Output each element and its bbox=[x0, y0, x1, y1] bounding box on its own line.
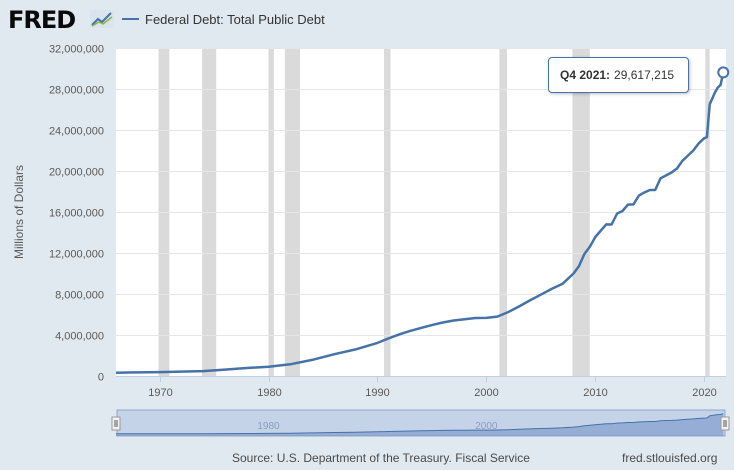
chart-tooltip: Q4 2021: 29,617,215 bbox=[548, 57, 689, 93]
navigator-right-handle[interactable] bbox=[720, 416, 730, 431]
x-tick-label: 1980 bbox=[257, 387, 281, 399]
series-line[interactable] bbox=[115, 72, 725, 374]
y-tick-label: 4,000,000 bbox=[55, 331, 104, 343]
tooltip-date: Q4 2021: bbox=[560, 68, 611, 82]
y-tick-label: 12,000,000 bbox=[49, 249, 104, 261]
x-tick-label: 2000 bbox=[474, 387, 498, 399]
navigator-label: 1980 bbox=[257, 421, 280, 432]
navigator-labels: 1980 2000 bbox=[257, 421, 498, 432]
x-tick-label: 2010 bbox=[583, 387, 607, 399]
y-tick-label: 20,000,000 bbox=[49, 167, 104, 179]
y-tick-label: 24,000,000 bbox=[49, 126, 104, 138]
y-axis-label: Millions of Dollars bbox=[12, 165, 26, 259]
footer-url-link[interactable]: fred.stlouisfed.org bbox=[622, 451, 718, 465]
highlight-point[interactable] bbox=[717, 66, 730, 79]
gridlines bbox=[116, 48, 726, 336]
navigator-line bbox=[116, 413, 724, 435]
y-tick-label: 32,000,000 bbox=[49, 44, 104, 56]
navigator-label: 2000 bbox=[475, 421, 498, 432]
navigator-area bbox=[116, 413, 724, 436]
y-tick-label: 16,000,000 bbox=[49, 208, 104, 220]
y-tick-label: 28,000,000 bbox=[49, 85, 104, 97]
navigator-left-handle[interactable] bbox=[111, 416, 121, 431]
footer-source: Source: U.S. Department of the Treasury.… bbox=[232, 451, 530, 465]
legend-swatch bbox=[122, 18, 139, 20]
tooltip-value: 29,617,215 bbox=[614, 68, 675, 82]
range-navigator[interactable]: 1980 2000 bbox=[111, 409, 730, 437]
y-axis: 0 4,000,000 8,000,000 12,000,000 16,000,000 2… bbox=[49, 44, 104, 384]
y-tick-label: 8,000,000 bbox=[55, 290, 104, 302]
x-tick-label: 2020 bbox=[692, 387, 716, 399]
x-axis: 1970 1980 1990 2000 2010 2020 bbox=[148, 376, 717, 399]
legend-label: Federal Debt: Total Public Debt bbox=[145, 11, 325, 27]
x-tick-label: 1970 bbox=[148, 387, 172, 399]
fred-logo[interactable]: FRED bbox=[8, 6, 76, 34]
logo-graph-icon bbox=[90, 10, 114, 28]
y-tick-label: 0 bbox=[98, 372, 104, 384]
x-tick-label: 1990 bbox=[365, 387, 389, 399]
chart-legend[interactable]: Federal Debt: Total Public Debt bbox=[122, 9, 325, 29]
